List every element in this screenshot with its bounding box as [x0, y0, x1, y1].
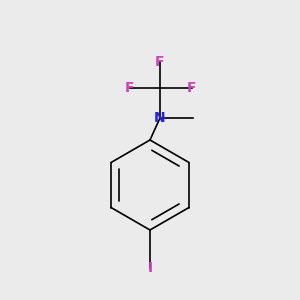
Text: F: F: [155, 55, 165, 69]
Text: F: F: [125, 81, 135, 95]
Text: F: F: [187, 81, 197, 95]
Text: N: N: [154, 111, 166, 125]
Text: I: I: [147, 261, 153, 275]
